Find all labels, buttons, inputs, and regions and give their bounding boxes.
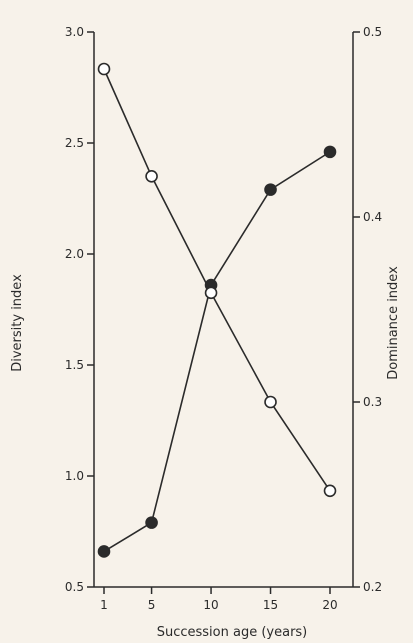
left-tick-label: 0.5	[65, 580, 84, 594]
x-tick-label: 15	[263, 598, 278, 612]
x-tick-label: 1	[100, 598, 108, 612]
left-axis-title: Diversity index	[10, 274, 25, 372]
left-tick-label: 1.5	[65, 358, 84, 372]
dominance-data-point	[97, 62, 111, 76]
axes	[93, 32, 354, 588]
x-tick-label: 10	[203, 598, 218, 612]
right-tick-label: 0.3	[363, 395, 382, 409]
x-axis-title: Succession age (years)	[157, 625, 308, 640]
diversity-data-point	[323, 145, 337, 159]
series-layer	[97, 62, 337, 558]
right-tick-label: 0.5	[363, 25, 382, 39]
left-tick-label: 1.0	[65, 469, 84, 483]
right-tick-label: 0.2	[363, 580, 382, 594]
dominance-data-point	[264, 395, 277, 409]
left-tick-label: 2.5	[65, 136, 84, 150]
dominance-data-point	[145, 170, 158, 183]
left-tick-label: 3.0	[65, 25, 84, 39]
dominance-series-line	[103, 68, 331, 492]
right-tick-label: 0.4	[363, 210, 382, 224]
diversity-data-point	[97, 545, 111, 558]
diversity-data-point	[264, 183, 277, 196]
x-tick-label: 5	[148, 598, 156, 612]
diversity-data-point	[145, 516, 158, 529]
ticks: 0.51.01.52.02.53.00.20.30.40.51 5 10 15 20	[65, 25, 382, 612]
diversity-series-line	[103, 151, 331, 553]
left-tick-label: 2.0	[65, 247, 84, 261]
dominance-data-point	[204, 286, 218, 300]
right-axis-title: Dominance index	[386, 266, 401, 380]
dominance-data-point	[323, 484, 337, 498]
x-tick-label: 20	[322, 598, 337, 612]
